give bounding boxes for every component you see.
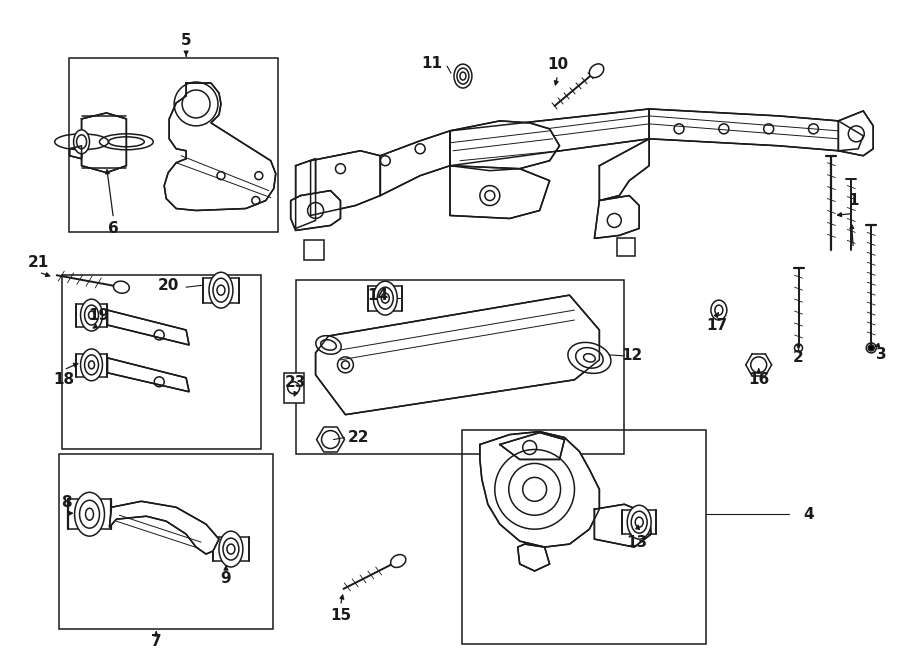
Bar <box>462 430 706 644</box>
Polygon shape <box>480 432 599 547</box>
Ellipse shape <box>113 281 130 293</box>
Text: 5: 5 <box>181 33 192 48</box>
Text: 4: 4 <box>803 507 814 522</box>
Text: 11: 11 <box>421 56 443 71</box>
Polygon shape <box>110 501 219 554</box>
Text: 12: 12 <box>622 348 643 364</box>
Ellipse shape <box>75 492 104 536</box>
Text: 6: 6 <box>108 221 119 236</box>
Ellipse shape <box>81 299 103 331</box>
Text: 23: 23 <box>285 375 306 390</box>
Polygon shape <box>450 121 560 171</box>
Text: 16: 16 <box>748 372 770 387</box>
Text: 17: 17 <box>706 317 727 332</box>
Polygon shape <box>518 544 550 571</box>
Text: 14: 14 <box>368 288 389 303</box>
Polygon shape <box>594 504 652 547</box>
Bar <box>284 373 303 403</box>
Text: 22: 22 <box>347 430 369 445</box>
Text: 18: 18 <box>53 372 74 387</box>
Ellipse shape <box>219 531 243 567</box>
Ellipse shape <box>454 64 472 88</box>
Polygon shape <box>500 432 564 459</box>
Bar <box>296 280 625 455</box>
Polygon shape <box>107 310 189 345</box>
Polygon shape <box>82 113 126 173</box>
Text: 7: 7 <box>151 634 162 649</box>
Text: 3: 3 <box>876 348 886 362</box>
Ellipse shape <box>391 555 406 567</box>
Bar <box>303 241 323 260</box>
Polygon shape <box>107 358 189 392</box>
Polygon shape <box>69 146 82 159</box>
Circle shape <box>868 345 874 351</box>
Polygon shape <box>316 295 599 414</box>
Polygon shape <box>296 159 316 229</box>
Text: 19: 19 <box>88 307 109 323</box>
Polygon shape <box>649 109 863 151</box>
Polygon shape <box>450 109 649 166</box>
Ellipse shape <box>590 64 604 77</box>
Text: 9: 9 <box>220 572 231 586</box>
Polygon shape <box>594 196 639 239</box>
Ellipse shape <box>316 336 341 354</box>
Ellipse shape <box>209 272 233 308</box>
Text: 1: 1 <box>848 193 859 208</box>
Polygon shape <box>839 111 873 156</box>
Polygon shape <box>381 131 450 196</box>
Polygon shape <box>164 83 275 210</box>
Text: 20: 20 <box>158 278 179 293</box>
Text: 15: 15 <box>330 608 351 623</box>
Text: 21: 21 <box>28 254 50 270</box>
Circle shape <box>523 477 546 501</box>
Bar <box>617 239 635 256</box>
Polygon shape <box>310 151 381 215</box>
Bar <box>68 58 278 233</box>
Ellipse shape <box>81 349 103 381</box>
Text: 8: 8 <box>61 495 72 510</box>
Ellipse shape <box>374 281 397 315</box>
Ellipse shape <box>74 130 89 154</box>
Ellipse shape <box>568 342 611 373</box>
Text: 10: 10 <box>547 57 568 71</box>
Text: 13: 13 <box>626 535 648 549</box>
Polygon shape <box>599 139 649 200</box>
Text: 2: 2 <box>793 350 804 366</box>
Ellipse shape <box>711 300 727 320</box>
Polygon shape <box>450 166 550 219</box>
Bar <box>58 455 273 629</box>
Bar <box>61 275 261 449</box>
Ellipse shape <box>627 505 652 539</box>
Polygon shape <box>291 190 340 231</box>
